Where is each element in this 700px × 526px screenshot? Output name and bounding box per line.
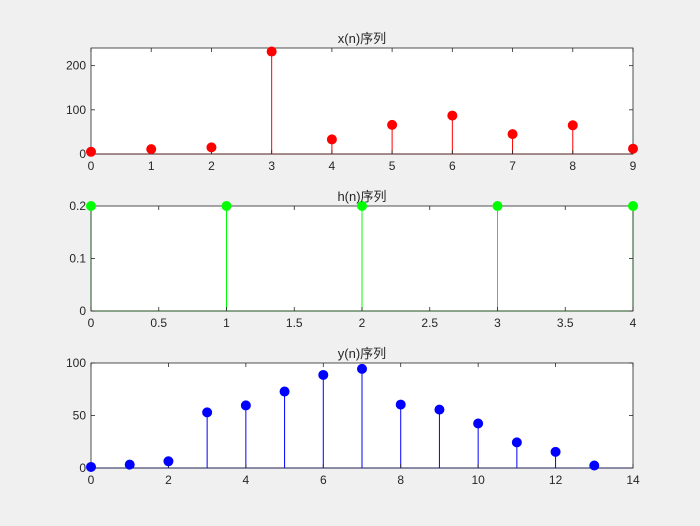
x-tick-label: 14: [626, 473, 640, 487]
data-point: [387, 119, 398, 130]
data-point: [86, 461, 96, 472]
x-tick-label: 2: [208, 159, 215, 173]
x-tick-label: 0: [88, 159, 95, 173]
data-point: [473, 418, 484, 429]
x-tick-label: 1: [223, 316, 230, 330]
x-tick-label: 0: [88, 316, 95, 330]
y-tick-label: 0: [79, 461, 86, 475]
data-point: [163, 456, 174, 467]
x-tick-label: 7: [509, 159, 516, 173]
data-point: [434, 404, 445, 415]
data-point: [492, 201, 503, 211]
y-tick-label: 100: [66, 103, 86, 117]
data-point: [279, 386, 290, 397]
subplot-h-sequence: 0 0.5 1 1.5 2 2.5 3 3.5 4 0 0.1 0.2 h(n)序列: [69, 189, 638, 330]
data-point: [447, 110, 458, 121]
data-point: [550, 446, 561, 457]
x-tick-label: 3.5: [557, 316, 574, 330]
y-tick-label: 200: [66, 59, 86, 73]
data-point: [202, 407, 213, 418]
x-tick-label: 2: [165, 473, 172, 487]
data-point: [628, 201, 638, 211]
subplot-title: x(n)序列: [338, 31, 386, 46]
data-point: [86, 146, 96, 157]
x-tick-label: 8: [397, 473, 404, 487]
data-point: [567, 120, 578, 131]
axes-background: [91, 48, 633, 154]
y-tick-label: 0.1: [69, 252, 86, 266]
x-tick-label: 5: [389, 159, 396, 173]
x-tick-label: 8: [569, 159, 576, 173]
data-point: [326, 134, 337, 145]
x-tick-label: 1: [148, 159, 155, 173]
subplot-x-sequence: 0 1 2 3 4 5 6 7 8 9 0 100 200 x(n)序列: [66, 31, 638, 173]
subplot-y-sequence: 0 2 4 6 8 10 12 14 0 50 100 y(n)序列: [66, 346, 640, 487]
x-tick-label: 12: [549, 473, 563, 487]
x-tick-label: 3: [268, 159, 275, 173]
x-tick-label: 3: [494, 316, 501, 330]
y-tick-label: 0.2: [69, 199, 86, 213]
x-tick-label: 6: [320, 473, 327, 487]
data-point: [628, 143, 638, 154]
x-tick-label: 2.5: [421, 316, 438, 330]
x-tick-label: 1.5: [286, 316, 303, 330]
y-tick-label: 100: [66, 356, 86, 370]
data-point: [318, 369, 329, 380]
data-point: [146, 144, 157, 155]
data-point: [511, 437, 522, 448]
x-tick-label: 0: [88, 473, 95, 487]
x-tick-label: 4: [243, 473, 250, 487]
data-point: [86, 201, 96, 211]
subplot-title: h(n)序列: [337, 189, 386, 204]
data-point: [206, 142, 217, 153]
data-point: [357, 363, 367, 374]
x-tick-label: 2: [359, 316, 366, 330]
y-tick-label: 0: [79, 304, 86, 318]
y-tick-label: 50: [73, 409, 87, 423]
data-point: [357, 201, 367, 211]
data-point: [395, 399, 406, 410]
x-tick-label: 4: [630, 316, 637, 330]
x-tick-label: 0.5: [150, 316, 167, 330]
x-tick-label: 10: [471, 473, 485, 487]
data-point: [266, 46, 277, 57]
x-tick-label: 9: [630, 159, 637, 173]
y-tick-label: 0: [79, 147, 86, 161]
data-point: [240, 400, 251, 411]
x-tick-label: 6: [449, 159, 456, 173]
data-point: [507, 129, 518, 140]
data-point: [221, 201, 232, 211]
axes-box: [90, 47, 634, 155]
subplot-title: y(n)序列: [338, 346, 386, 361]
x-tick-label: 4: [329, 159, 336, 173]
data-point: [589, 460, 600, 471]
data-point: [124, 459, 135, 470]
